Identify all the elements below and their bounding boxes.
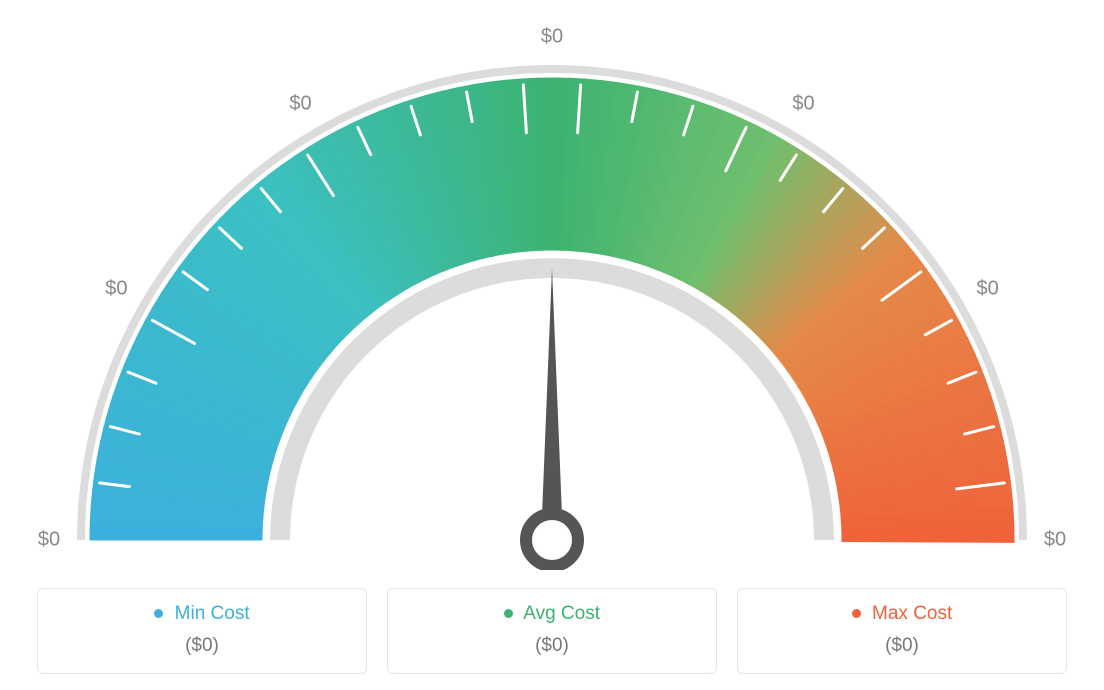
legend-label-text: Min Cost (175, 603, 250, 624)
tick-label: $0 (1044, 529, 1066, 552)
legend-card: Min Cost ($0) (37, 588, 367, 674)
needle (541, 268, 563, 540)
gauge-chart-container: $0 $0 $0 $0 $0 $0 $0 Min Cost ($0) Avg Cost ($… (0, 0, 1104, 690)
legend-card: Max Cost ($0) (737, 588, 1067, 674)
tick-label: $0 (38, 529, 60, 552)
legend-card: Avg Cost ($0) (387, 588, 717, 674)
legend-value: ($0) (388, 635, 716, 657)
legend-dot-icon (154, 609, 163, 618)
legend-row: Min Cost ($0) Avg Cost ($0) Max Cost ($0… (37, 588, 1067, 674)
needle-hub (526, 514, 578, 566)
legend-dot-icon (504, 609, 513, 618)
legend-label: Min Cost (38, 603, 366, 625)
tick-label: $0 (289, 93, 311, 116)
legend-label-text: Max Cost (872, 603, 952, 624)
legend-dot-icon (852, 609, 861, 618)
tick-label: $0 (976, 277, 998, 300)
legend-value: ($0) (738, 635, 1066, 657)
legend-label-text: Avg Cost (523, 603, 600, 624)
tick-label: $0 (792, 93, 814, 116)
gauge: $0 $0 $0 $0 $0 $0 $0 (32, 10, 1072, 570)
tick-label: $0 (541, 26, 563, 49)
tick-label: $0 (105, 277, 127, 300)
legend-value: ($0) (38, 635, 366, 657)
legend-label: Max Cost (738, 603, 1066, 625)
legend-label: Avg Cost (388, 603, 716, 625)
